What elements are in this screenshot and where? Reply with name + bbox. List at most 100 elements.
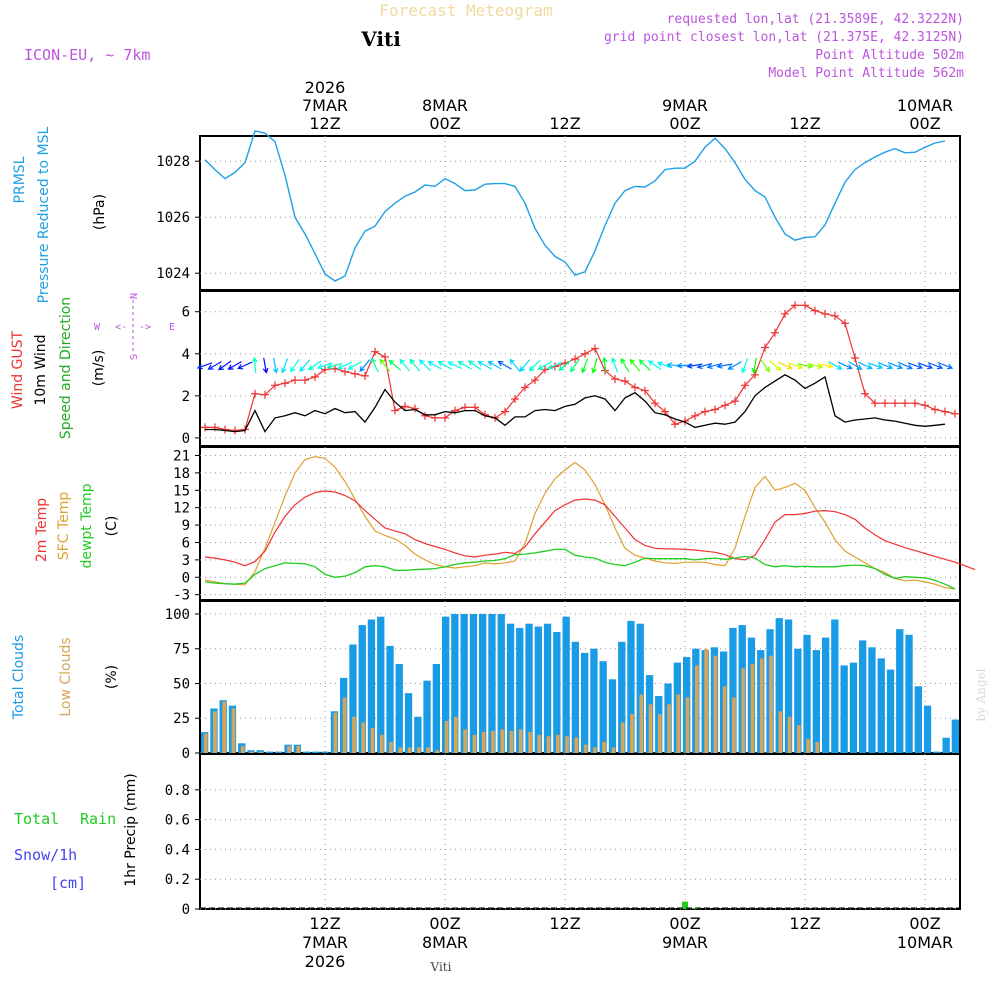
total-cloud-bar: [275, 751, 283, 753]
wind-direction-arrow: [457, 360, 472, 370]
total-cloud-bar: [581, 652, 589, 753]
total-cloud-bar: [590, 648, 598, 753]
temperature-ytick-label: 21: [173, 448, 190, 464]
wind-direction-arrow: [751, 357, 758, 374]
clouds-ytick-label: 0: [182, 746, 190, 762]
clouds-ytick-label: 100: [165, 607, 190, 623]
wind-direction-arrow: [727, 361, 742, 370]
low-cloud-bar: [750, 664, 755, 753]
clouds-panel: Total Clouds Low Clouds (%) 0 25 50 75 100: [11, 600, 961, 762]
total-cloud-bar: [367, 619, 376, 753]
wind-direction-arrow: [437, 360, 452, 370]
gust-marker: [291, 376, 299, 385]
total-cloud-bar: [627, 620, 635, 753]
total-cloud-bar: [534, 626, 542, 753]
wind-direction-arrow: [289, 358, 300, 373]
wind-unit: (m/s): [91, 350, 107, 387]
wind-direction-arrow: [857, 361, 873, 370]
pressure-unit: (hPa): [92, 194, 108, 230]
low-cloud-bar: [240, 746, 245, 753]
gust-marker: [931, 405, 939, 414]
wind-direction-arrow: [611, 357, 619, 373]
wind-direction-arrow: [399, 358, 411, 372]
time-tick-label: 10MAR: [897, 933, 953, 952]
wind-direction-arrow: [251, 356, 258, 373]
low-cloud-bar: [352, 716, 356, 753]
wind-direction-arrow: [716, 363, 733, 369]
low-cloud-bar: [639, 694, 644, 753]
compass-w: W: [94, 322, 101, 333]
temperature-ytick-label: 3: [182, 553, 190, 569]
wind-direction-arrow: [299, 359, 311, 373]
low-cloud-bar: [815, 741, 820, 753]
total-cloud-bar: [516, 627, 524, 753]
wind-direction-arrow: [196, 362, 213, 370]
total-cloud-bar: [896, 629, 904, 753]
low-cloud-bar: [444, 721, 449, 753]
temp-sfc-label: SFC Temp: [56, 492, 72, 561]
gust-marker: [711, 405, 719, 414]
wind-10m-label: 10m Wind: [33, 334, 49, 405]
gust-marker: [781, 309, 789, 318]
total-cloud-bar: [506, 623, 515, 753]
wind-direction-arrow: [217, 360, 232, 371]
wind-direction-arrow: [937, 361, 954, 370]
total-cloud-bar: [404, 693, 413, 753]
total-cloud-bar: [794, 648, 802, 753]
low-cloud-bar: [389, 741, 393, 753]
total-cloud-bar: [775, 618, 783, 753]
low-cloud-bar: [259, 751, 264, 753]
low-cloud-bar: [556, 734, 560, 753]
wind-speed-line: [205, 374, 946, 433]
total-cloud-bar: [840, 665, 848, 753]
wind-direction-arrow: [760, 358, 771, 373]
precip-ytick-label: 0.6: [165, 813, 190, 829]
gust-marker: [301, 376, 309, 385]
total-cloud-bar: [377, 616, 385, 753]
total-cloud-bar: [868, 647, 876, 753]
low-cloud-bar: [769, 655, 773, 753]
gust-marker: [721, 401, 729, 410]
pressure-ytick-label: 1024: [156, 266, 190, 282]
gust-marker: [531, 376, 539, 385]
grid-point-coords: grid point closest lon,lat (21.375E, 42.…: [604, 30, 964, 45]
wind-direction-arrow: [237, 361, 253, 370]
wind-direction-arrow: [447, 361, 463, 370]
compass-n: N: [129, 293, 140, 299]
gust-marker: [871, 399, 879, 408]
low-cloud-bar: [528, 732, 532, 753]
time-tick-label: 8MAR: [422, 96, 468, 115]
time-tick-label: 12Z: [309, 114, 340, 133]
total-cloud-bar: [497, 614, 505, 753]
time-tick-label: 12Z: [789, 914, 820, 933]
temperature-ytick-label: 12: [173, 501, 190, 517]
wind-ytick-label: 4: [182, 347, 190, 363]
wind-direction-arrow: [601, 356, 608, 373]
total-cloud-bar: [414, 716, 422, 753]
wind-direction-arrow: [487, 360, 502, 370]
low-cloud-bar: [630, 714, 634, 753]
sfc-temp-line: [204, 455, 956, 590]
low-cloud-bar: [379, 734, 384, 753]
pressure-frame: [199, 135, 961, 291]
gust-marker: [351, 369, 359, 378]
total-cloud-bar: [349, 644, 357, 753]
total-cloud-bar: [784, 619, 793, 753]
low-cloud-bar: [481, 732, 486, 753]
time-tick-label: 2026: [305, 952, 346, 971]
total-rain-label-rain: Rain: [80, 810, 116, 828]
low-clouds-label: Low Clouds: [58, 637, 74, 716]
wind-direction-arrow: [638, 359, 651, 372]
gust-marker: [761, 343, 769, 352]
wind-direction-arrow: [388, 359, 402, 371]
wind-direction-arrow: [927, 361, 944, 370]
requested-coords: requested lon,lat (21.3589E, 42.3222N): [667, 12, 964, 27]
compass-arrow-right: ->: [139, 322, 151, 333]
compass-rose: W <- -> E N S: [94, 293, 175, 360]
total-cloud-bar: [914, 686, 922, 753]
gust-marker: [911, 399, 919, 408]
low-cloud-bar: [732, 697, 736, 753]
total-cloud-bar: [479, 614, 487, 753]
low-cloud-bar: [250, 751, 254, 753]
gust-marker: [701, 407, 709, 416]
